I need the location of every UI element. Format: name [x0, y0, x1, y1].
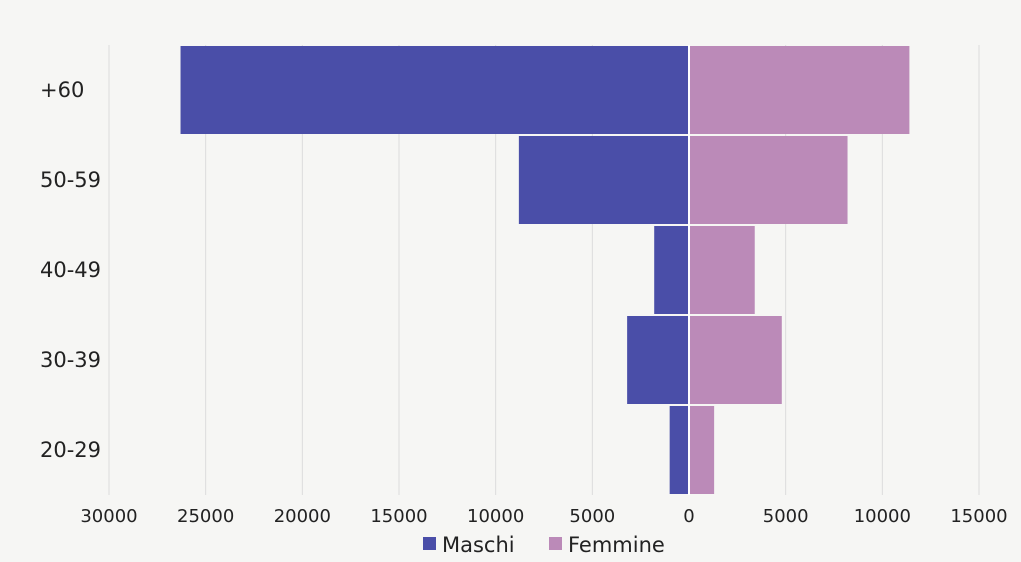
legend-swatch-maschi: [423, 537, 436, 550]
bar-maschi-3: [627, 316, 689, 404]
x-tick-label: 0: [683, 506, 694, 527]
bar-femmine-3: [689, 316, 782, 404]
legend-label-maschi: Maschi: [442, 533, 515, 557]
category-label: 50-59: [40, 168, 101, 192]
legend-swatch-femmine: [549, 537, 562, 550]
x-tick-labels: 30000 25000 20000 15000 10000 5000 0 5000 10000 1…: [80, 506, 1007, 527]
x-tick-label: 10000: [854, 506, 911, 527]
bar-maschi-4: [669, 406, 689, 494]
category-labels: +60 50-59 40-49 30-39 20-29: [40, 78, 101, 462]
bar-femmine-4: [689, 406, 715, 494]
x-tick-label: 15000: [370, 506, 427, 527]
bar-femmine-2: [689, 226, 755, 314]
category-label: +60: [40, 78, 84, 102]
legend-label-femmine: Femmine: [568, 533, 665, 557]
bar-maschi-1: [518, 136, 689, 224]
category-label: 20-29: [40, 438, 101, 462]
bars: [180, 46, 910, 494]
x-tick-label: 5000: [763, 506, 809, 527]
x-tick-label: 25000: [177, 506, 234, 527]
x-tick-label: 10000: [467, 506, 524, 527]
x-tick-label: 30000: [80, 506, 137, 527]
category-label: 30-39: [40, 348, 101, 372]
bar-maschi-2: [654, 226, 689, 314]
x-tick-label: 5000: [569, 506, 615, 527]
x-tick-label: 15000: [950, 506, 1007, 527]
bar-femmine-0: [689, 46, 910, 134]
bar-femmine-1: [689, 136, 848, 224]
x-tick-label: 20000: [274, 506, 331, 527]
bar-maschi-0: [180, 46, 690, 134]
legend: Maschi Femmine: [423, 533, 665, 557]
category-label: 40-49: [40, 258, 101, 282]
